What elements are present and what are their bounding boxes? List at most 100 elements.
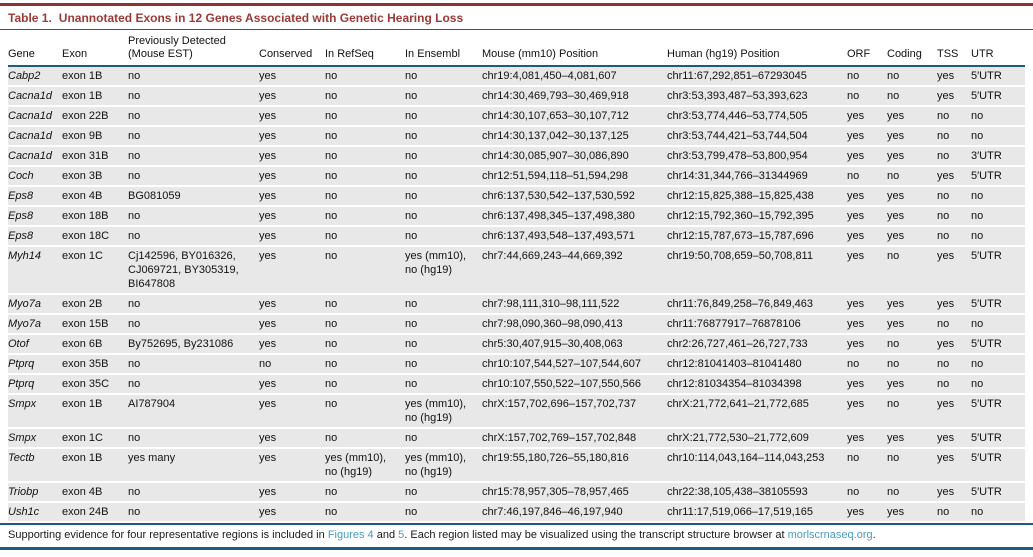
table-row: Cacna1d exon 1B no yes no no chr14:30,469,793–… bbox=[8, 86, 1025, 107]
cell-orf: yes bbox=[847, 394, 887, 429]
cell-in-ensembl: no bbox=[405, 334, 482, 355]
col-header-in-refseq: In RefSeq bbox=[325, 30, 405, 67]
table-row: Myo7a exon 15B no yes no no chr7:98,090,360–98… bbox=[8, 314, 1025, 335]
table-row: Cabp2 exon 1B no yes no no chr19:4,081,450–4,0… bbox=[8, 66, 1025, 87]
cell-utr: 5′UTR bbox=[971, 246, 1025, 295]
col-header-human-position: Human (hg19) Position bbox=[667, 30, 847, 67]
cell-in-refseq: no bbox=[325, 354, 405, 375]
cell-prev-detected: no bbox=[128, 206, 259, 227]
cell-mouse-position: chr15:78,957,305–78,957,465 bbox=[482, 482, 667, 503]
cell-gene: Smpx bbox=[8, 394, 62, 429]
cell-in-ensembl: no bbox=[405, 106, 482, 127]
cell-coding: no bbox=[887, 246, 937, 295]
cell-tss: yes bbox=[937, 86, 971, 107]
cell-gene: Myo7a bbox=[8, 294, 62, 315]
cell-in-ensembl: no bbox=[405, 226, 482, 247]
col-header-in-ensembl: In Ensembl bbox=[405, 30, 482, 67]
cell-in-ensembl: no bbox=[405, 314, 482, 335]
cell-in-ensembl: yes (mm10), no (hg19) bbox=[405, 246, 482, 295]
cell-tss: no bbox=[937, 226, 971, 247]
cell-mouse-position: chr19:55,180,726–55,180,816 bbox=[482, 448, 667, 483]
cell-prev-detected: By752695, By231086 bbox=[128, 334, 259, 355]
cell-mouse-position: chr10:107,550,522–107,550,566 bbox=[482, 374, 667, 395]
cell-orf: no bbox=[847, 482, 887, 503]
cell-conserved: yes bbox=[259, 502, 325, 523]
cell-in-refseq: no bbox=[325, 226, 405, 247]
cell-prev-detected: no bbox=[128, 354, 259, 375]
cell-in-refseq: no bbox=[325, 106, 405, 127]
figure-5-link[interactable]: 5 bbox=[398, 529, 405, 541]
cell-coding: no bbox=[887, 482, 937, 503]
cell-conserved: yes bbox=[259, 166, 325, 187]
cell-conserved: yes bbox=[259, 394, 325, 429]
table-row: Myo7a exon 2B no yes no no chr7:98,111,310–98,… bbox=[8, 294, 1025, 315]
cell-in-refseq: no bbox=[325, 314, 405, 335]
cell-orf: no bbox=[847, 354, 887, 375]
cell-mouse-position: chr5:30,407,915–30,408,063 bbox=[482, 334, 667, 355]
footnote-text: . Each region listed may be visualized u… bbox=[404, 529, 788, 541]
cell-human-position: chr11:76877917–76878106 bbox=[667, 314, 847, 335]
cell-exon: exon 2B bbox=[62, 294, 128, 315]
cell-in-ensembl: no bbox=[405, 482, 482, 503]
cell-mouse-position: chr7:98,090,360–98,090,413 bbox=[482, 314, 667, 335]
table-row: Ptprq exon 35B no no no no chr10:107,544,527–1… bbox=[8, 354, 1025, 375]
col-header-prev-detected: Previously Detected (Mouse EST) bbox=[128, 30, 259, 67]
cell-in-refseq: no bbox=[325, 294, 405, 315]
cell-mouse-position: chr10:107,544,527–107,544,607 bbox=[482, 354, 667, 375]
cell-coding: yes bbox=[887, 206, 937, 227]
cell-human-position: chr3:53,799,478–53,800,954 bbox=[667, 146, 847, 167]
cell-gene: Cacna1d bbox=[8, 146, 62, 167]
morlscrnaseq-link[interactable]: morlscrnaseq.org bbox=[787, 529, 873, 541]
cell-orf: yes bbox=[847, 428, 887, 449]
cell-gene: Otof bbox=[8, 334, 62, 355]
cell-human-position: chr11:76,849,258–76,849,463 bbox=[667, 294, 847, 315]
cell-prev-detected: no bbox=[128, 314, 259, 335]
cell-orf: no bbox=[847, 166, 887, 187]
table-row: Cacna1d exon 31B no yes no no chr14:30,085,907… bbox=[8, 146, 1025, 167]
figures-4-link[interactable]: Figures 4 bbox=[327, 529, 374, 541]
cell-conserved: yes bbox=[259, 482, 325, 503]
cell-prev-detected: no bbox=[128, 294, 259, 315]
cell-tss: no bbox=[937, 106, 971, 127]
cell-orf: yes bbox=[847, 294, 887, 315]
cell-coding: yes bbox=[887, 106, 937, 127]
cell-human-position: chr3:53,774,446–53,774,505 bbox=[667, 106, 847, 127]
cell-orf: yes bbox=[847, 246, 887, 295]
cell-utr: no bbox=[971, 314, 1025, 335]
cell-gene: Eps8 bbox=[8, 226, 62, 247]
cell-in-ensembl: no bbox=[405, 186, 482, 207]
cell-gene: Eps8 bbox=[8, 186, 62, 207]
cell-in-refseq: no bbox=[325, 146, 405, 167]
cell-human-position: chr2:26,727,461–26,727,733 bbox=[667, 334, 847, 355]
cell-in-ensembl: no bbox=[405, 206, 482, 227]
col-header-conserved: Conserved bbox=[259, 30, 325, 67]
cell-mouse-position: chr14:30,137,042–30,137,125 bbox=[482, 126, 667, 147]
cell-prev-detected: no bbox=[128, 166, 259, 187]
cell-exon: exon 1C bbox=[62, 428, 128, 449]
cell-in-refseq: no bbox=[325, 66, 405, 87]
table-row: Cacna1d exon 9B no yes no no chr14:30,137,042–… bbox=[8, 126, 1025, 147]
cell-human-position: chr22:38,105,438–38105593 bbox=[667, 482, 847, 503]
table-row: Otof exon 6B By752695, By231086 yes no no chr5… bbox=[8, 334, 1025, 355]
cell-gene: Myh14 bbox=[8, 246, 62, 295]
cell-utr: 5′UTR bbox=[971, 394, 1025, 429]
table-row: Eps8 exon 18B no yes no no chr6:137,498,345–13… bbox=[8, 206, 1025, 227]
cell-coding: no bbox=[887, 66, 937, 87]
cell-orf: yes bbox=[847, 314, 887, 335]
cell-coding: yes bbox=[887, 314, 937, 335]
cell-coding: no bbox=[887, 354, 937, 375]
cell-in-ensembl: no bbox=[405, 374, 482, 395]
cell-utr: 3′UTR bbox=[971, 146, 1025, 167]
cell-mouse-position: chr12:51,594,118–51,594,298 bbox=[482, 166, 667, 187]
cell-prev-detected: no bbox=[128, 374, 259, 395]
table-title: Table 1. Unannotated Exons in 12 Genes As… bbox=[0, 6, 1033, 29]
cell-tss: yes bbox=[937, 66, 971, 87]
cell-coding: yes bbox=[887, 146, 937, 167]
cell-in-ensembl: no bbox=[405, 354, 482, 375]
cell-gene: Tectb bbox=[8, 448, 62, 483]
cell-in-refseq: no bbox=[325, 374, 405, 395]
cell-conserved: yes bbox=[259, 146, 325, 167]
cell-human-position: chr11:17,519,066–17,519,165 bbox=[667, 502, 847, 523]
col-header-coding: Coding bbox=[887, 30, 937, 67]
cell-utr: no bbox=[971, 374, 1025, 395]
